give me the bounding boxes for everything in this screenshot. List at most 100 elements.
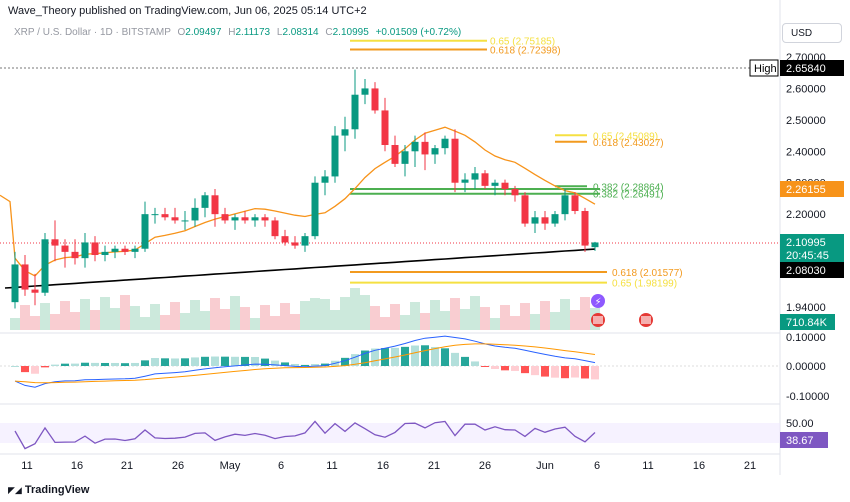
macd-bar — [441, 348, 449, 366]
volume-bar — [540, 301, 550, 330]
candle — [271, 217, 279, 240]
candle — [311, 176, 319, 240]
candle-body — [131, 248, 139, 252]
macd-line — [14, 335, 596, 388]
fib-label: 0.618 (2.01577) — [612, 268, 683, 279]
candle-body — [581, 211, 589, 246]
candle — [331, 126, 339, 183]
time-axis-label: 11 — [21, 460, 32, 472]
volume-area — [10, 288, 600, 330]
candle — [431, 145, 439, 164]
volume-bar — [400, 315, 410, 330]
candle-body — [301, 236, 309, 246]
fib-label: 0.618 (2.43027) — [593, 138, 664, 149]
candle-body — [371, 88, 379, 111]
candle-body — [511, 189, 519, 196]
candle-body — [411, 141, 419, 152]
candles — [11, 69, 599, 309]
macd-bar — [531, 366, 539, 376]
candle-body — [351, 94, 359, 130]
time-axis[interactable]: 11 16 21 26 May 6 11 16 21 26 Jun 6 11 16 21 — [21, 460, 756, 472]
candle-body — [171, 217, 179, 221]
ma200-line — [4, 248, 596, 289]
tradingview-brand[interactable]: ◤◢ TradingView — [8, 484, 89, 496]
candle — [71, 239, 79, 265]
volume-bar — [350, 288, 360, 330]
publish-header: Wave_Theory published on TradingView.com… — [8, 5, 367, 17]
candle-body — [361, 88, 369, 95]
macd-bar — [151, 358, 159, 366]
ma50-value: 2.26155 — [786, 184, 826, 196]
candle-body — [181, 220, 189, 222]
candle — [481, 170, 489, 190]
macd-bar — [341, 357, 349, 366]
macd-bar — [21, 366, 29, 373]
candle-body — [191, 207, 199, 221]
symbol-name[interactable]: XRP / U.S. Dollar · 1D · BITSTAMP — [14, 27, 171, 38]
candle-body — [551, 214, 559, 224]
candle — [371, 82, 379, 114]
volume-bar — [410, 302, 420, 330]
price-axis-label: 2.60000 — [786, 83, 826, 95]
rsi-axis-label: 50.00 — [786, 418, 814, 430]
candle-body — [311, 182, 319, 237]
macd-bar — [541, 366, 549, 377]
volume-bar — [210, 298, 220, 330]
volume-bar — [560, 299, 570, 330]
time-axis-label: 16 — [71, 460, 83, 472]
macd-bar — [411, 345, 419, 366]
event-icons: ⚡ — [591, 294, 653, 327]
candle — [511, 185, 519, 202]
volume-bar — [130, 306, 140, 330]
macd-bar — [241, 356, 249, 366]
macd-bar — [401, 346, 409, 366]
candle — [131, 245, 139, 259]
candle — [151, 207, 159, 224]
macd-bar — [561, 366, 569, 379]
macd-bar — [381, 348, 389, 366]
candle-body — [221, 214, 229, 221]
macd-bar — [41, 366, 49, 368]
candle — [501, 179, 509, 196]
volume-bar — [290, 314, 300, 330]
candle-body — [101, 251, 109, 256]
price-axis-label: 2.20000 — [786, 209, 826, 221]
candle — [451, 129, 459, 193]
candle-body — [261, 217, 269, 221]
candle — [571, 192, 579, 215]
macd-axis-label: -0.10000 — [786, 391, 829, 403]
candle — [171, 207, 179, 224]
candle-body — [31, 289, 39, 293]
time-axis-label: 21 — [428, 460, 440, 472]
volume-bar — [320, 299, 330, 330]
candle-body — [291, 242, 299, 246]
macd-bar — [141, 360, 149, 366]
candle-body — [591, 242, 599, 248]
volume-bar — [430, 300, 440, 330]
volume-bar — [50, 314, 60, 330]
macd-bar — [481, 366, 489, 367]
low-value: 2.08314 — [282, 27, 319, 38]
fib-levels: 0.65 (2.75185)0.618 (2.72398) 0.65 (2.450… — [350, 37, 683, 290]
macd-bar — [71, 363, 79, 366]
macd-bar — [321, 363, 329, 366]
volume-bar — [520, 303, 530, 330]
macd-bar — [551, 366, 559, 378]
candle-body — [491, 182, 499, 186]
macd-bar — [421, 345, 429, 366]
open-value: 2.09497 — [185, 27, 222, 38]
currency-button[interactable]: USD — [782, 23, 842, 43]
candle — [521, 192, 529, 227]
rsi-band — [0, 423, 780, 443]
candle — [301, 233, 309, 252]
candle-body — [121, 248, 129, 252]
macd-bar — [511, 366, 519, 371]
macd-bar — [281, 362, 289, 366]
candle-body — [421, 141, 429, 155]
candle-body — [21, 264, 29, 290]
lightning-icon[interactable] — [591, 294, 605, 308]
candle-body — [61, 245, 69, 252]
candle — [201, 192, 209, 218]
price-axis-label: 2.50000 — [786, 115, 826, 127]
